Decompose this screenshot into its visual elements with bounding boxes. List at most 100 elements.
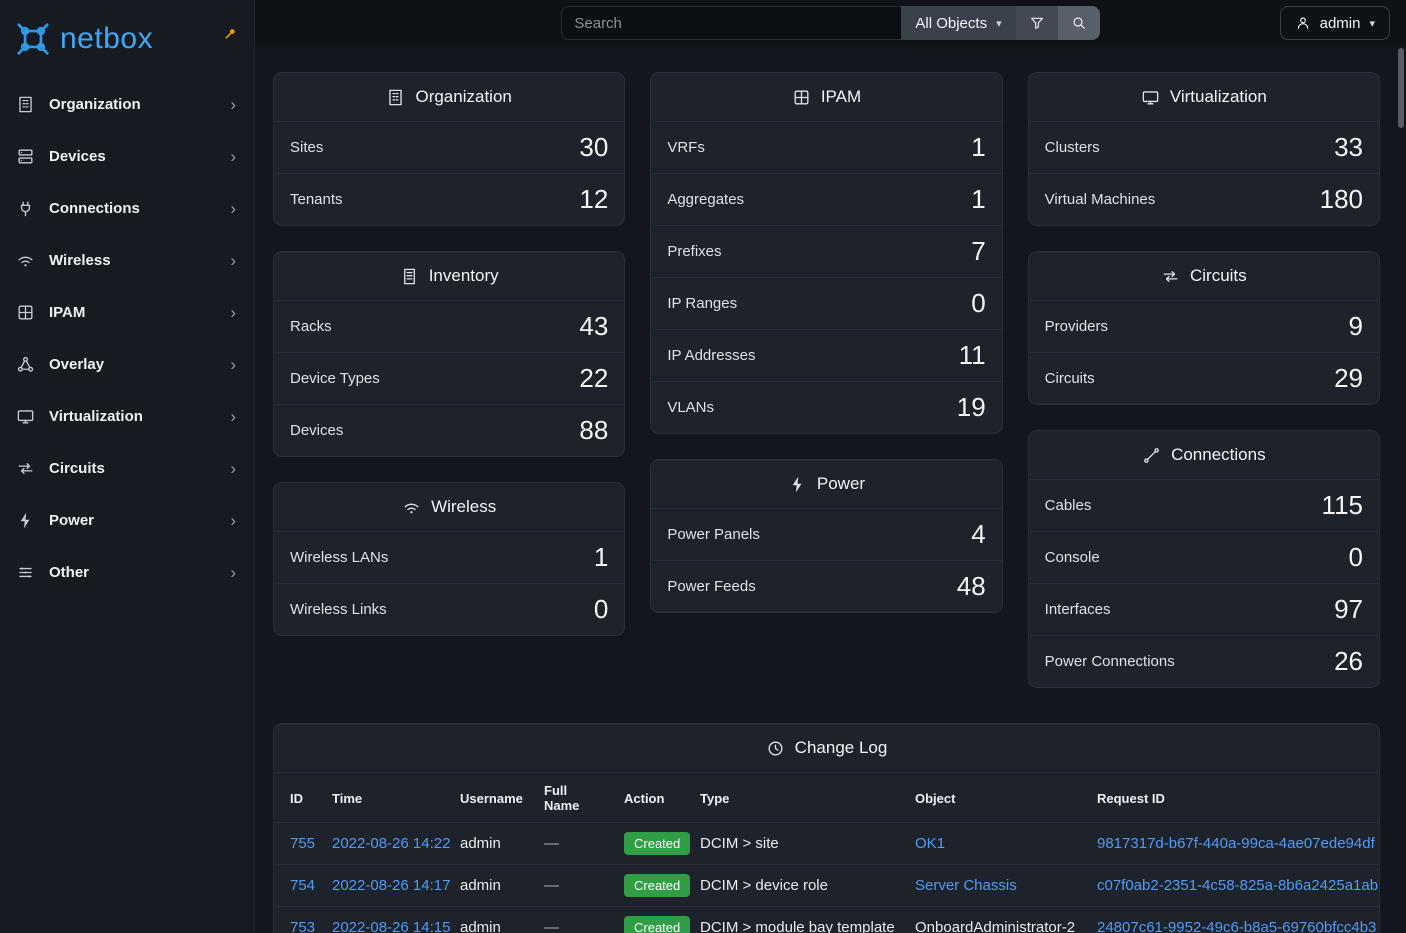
- stat-value[interactable]: 33: [1334, 132, 1363, 162]
- stat-row-vlans[interactable]: VLANs 19: [651, 381, 1002, 433]
- change-time-link[interactable]: 2022-08-26 14:17: [332, 877, 450, 894]
- wireless-card: Wireless Wireless LANs 1 Wireless Links 0: [273, 482, 626, 636]
- sidebar-item-circuits[interactable]: Circuits ›: [0, 442, 254, 494]
- object-type-dropdown[interactable]: All Objects ▾: [901, 6, 1016, 40]
- stat-row-racks[interactable]: Racks 43: [274, 301, 624, 352]
- stat-value[interactable]: 97: [1334, 594, 1363, 624]
- wifi-icon: [16, 251, 35, 270]
- stat-value[interactable]: 0: [593, 594, 609, 624]
- sidebar-item-label: Circuits: [49, 459, 105, 477]
- sidebar-item-wireless[interactable]: Wireless ›: [0, 234, 254, 286]
- search-input[interactable]: [561, 6, 902, 40]
- sidebar-item-label: Devices: [49, 147, 106, 165]
- col-header-object[interactable]: Object: [915, 790, 956, 806]
- stat-value[interactable]: 29: [1334, 363, 1363, 393]
- col-header-action[interactable]: Action: [624, 790, 665, 806]
- change-id-link[interactable]: 755: [290, 835, 316, 852]
- object-link[interactable]: Server Chassis: [915, 877, 1017, 894]
- stat-row-circuits[interactable]: Circuits 29: [1028, 352, 1379, 404]
- stat-row-sites[interactable]: Sites 30: [274, 122, 624, 173]
- stat-value[interactable]: 1: [971, 132, 986, 162]
- stat-row-interfaces[interactable]: Interfaces 97: [1028, 583, 1379, 635]
- stat-value[interactable]: 9: [1348, 311, 1363, 341]
- object-link[interactable]: OK1: [915, 835, 946, 852]
- stat-value[interactable]: 30: [579, 132, 609, 162]
- stat-value[interactable]: 1: [971, 184, 986, 214]
- sidebar-item-other[interactable]: Other ›: [0, 546, 254, 598]
- stat-value[interactable]: 26: [1334, 646, 1363, 676]
- sidebar-item-virtualization[interactable]: Virtualization ›: [0, 390, 254, 442]
- stat-row-wireless-links[interactable]: Wireless Links 0: [274, 583, 625, 635]
- card-header: Change Log: [274, 724, 1379, 773]
- col-header-id[interactable]: ID: [290, 790, 303, 806]
- chevron-right-icon: ›: [230, 250, 236, 270]
- stat-row-aggregates[interactable]: Aggregates 1: [651, 173, 1002, 225]
- stat-row-providers[interactable]: Providers 9: [1029, 301, 1379, 352]
- ip-grid-icon: [792, 88, 811, 107]
- stat-row-power-panels[interactable]: Power Panels 4: [651, 509, 1001, 560]
- stat-row-console[interactable]: Console 0: [1028, 531, 1379, 583]
- request-id-link[interactable]: 9817317d-b67f-440a-99ca-4ae07ede94df: [1097, 835, 1375, 852]
- col-header-username[interactable]: Username: [460, 790, 523, 806]
- stat-row-power-connections[interactable]: Power Connections 26: [1028, 635, 1379, 687]
- username-cell: admin: [450, 822, 534, 865]
- sidebar-item-ipam[interactable]: IPAM ›: [0, 286, 254, 338]
- stat-value[interactable]: 12: [579, 184, 609, 214]
- stat-row-vrfs[interactable]: VRFs 1: [651, 122, 1001, 173]
- stat-value[interactable]: 22: [579, 363, 609, 393]
- stat-label: IP Ranges: [667, 295, 738, 312]
- stat-row-ip-ranges[interactable]: IP Ranges 0: [651, 277, 1002, 329]
- sidebar-item-connections[interactable]: Connections ›: [0, 182, 254, 234]
- stat-value[interactable]: 7: [971, 236, 986, 266]
- sidebar-item-label: Virtualization: [49, 407, 143, 425]
- search-button[interactable]: [1057, 6, 1100, 40]
- stat-row-devices[interactable]: Devices 88: [274, 404, 625, 456]
- stat-value[interactable]: 1: [593, 542, 609, 572]
- col-header-request-id[interactable]: Request ID: [1097, 790, 1165, 806]
- stat-label: Power Feeds: [667, 578, 756, 595]
- stat-row-virtual-machines[interactable]: Virtual Machines 180: [1028, 173, 1379, 225]
- request-id-link[interactable]: c07f0ab2-2351-4c58-825a-8b6a2425a1ab: [1097, 877, 1379, 894]
- col-header-time[interactable]: Time: [332, 790, 363, 806]
- scrollbar[interactable]: [1398, 48, 1404, 128]
- stat-row-prefixes[interactable]: Prefixes 7: [651, 225, 1002, 277]
- stat-value[interactable]: 0: [1348, 542, 1363, 572]
- filter-button[interactable]: [1015, 6, 1058, 40]
- stat-row-device-types[interactable]: Device Types 22: [274, 352, 625, 404]
- sidebar-item-label: Organization: [49, 95, 141, 113]
- col-header-type[interactable]: Type: [700, 790, 730, 806]
- stat-value[interactable]: 0: [971, 288, 986, 318]
- stat-value[interactable]: 115: [1321, 490, 1363, 520]
- stat-value[interactable]: 11: [958, 340, 986, 370]
- stat-value[interactable]: 88: [579, 415, 609, 445]
- sidebar-item-devices[interactable]: Devices ›: [0, 130, 254, 182]
- username-cell: admin: [450, 864, 534, 907]
- stat-value[interactable]: 4: [971, 519, 986, 549]
- user-menu-button[interactable]: admin ▾: [1279, 6, 1390, 40]
- stat-row-power-feeds[interactable]: Power Feeds 48: [651, 560, 1002, 612]
- sidebar-item-power[interactable]: Power ›: [0, 494, 254, 546]
- col-header-full-name[interactable]: Full Name: [544, 783, 580, 813]
- sidebar: netbox Organization › Devices › Connecti…: [0, 0, 255, 933]
- stat-value[interactable]: 43: [579, 311, 609, 341]
- building-icon: [386, 88, 405, 107]
- dashboard-content: Organization Sites 30 Tenants 12 Inventory…: [255, 46, 1406, 933]
- changelog-table: ID Time Username Full Name Action Type O…: [274, 773, 1379, 933]
- stat-row-clusters[interactable]: Clusters 33: [1029, 122, 1379, 173]
- stat-value[interactable]: 48: [956, 571, 986, 601]
- stat-row-tenants[interactable]: Tenants 12: [274, 173, 625, 225]
- change-id-link[interactable]: 754: [290, 877, 316, 894]
- request-id-link[interactable]: 24807c61-9952-49c6-b8a5-69760bfcc4b3: [1097, 919, 1377, 933]
- stat-row-wireless-lans[interactable]: Wireless LANs 1: [274, 532, 624, 583]
- change-id-link[interactable]: 753: [290, 919, 316, 933]
- change-time-link[interactable]: 2022-08-26 14:22: [332, 835, 450, 852]
- stat-row-cables[interactable]: Cables 115: [1029, 480, 1379, 531]
- stat-value[interactable]: 19: [956, 392, 986, 422]
- sidebar-item-overlay[interactable]: Overlay ›: [0, 338, 254, 390]
- stat-value[interactable]: 180: [1319, 184, 1363, 214]
- pin-sidebar-icon[interactable]: [219, 23, 242, 46]
- sidebar-item-organization[interactable]: Organization ›: [0, 78, 254, 130]
- change-time-link[interactable]: 2022-08-26 14:15: [332, 919, 450, 933]
- logo-text[interactable]: netbox: [60, 22, 154, 55]
- stat-row-ip-addresses[interactable]: IP Addresses 11: [651, 329, 1002, 381]
